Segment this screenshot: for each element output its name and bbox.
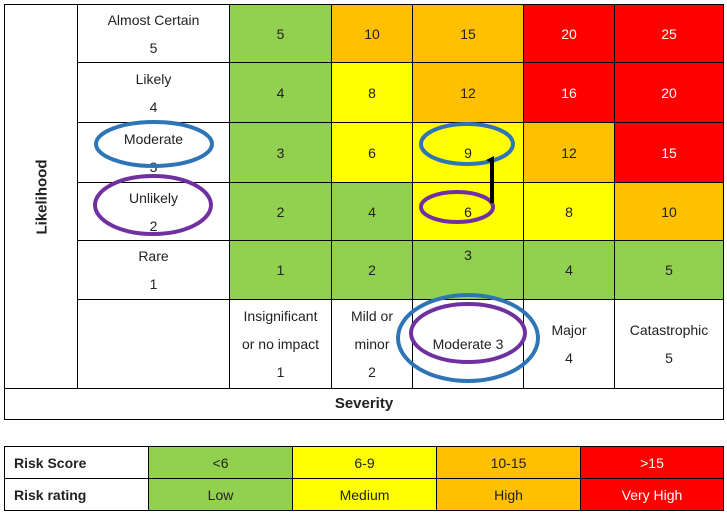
score-cell: 2 [331,240,413,300]
score-cell: 5 [229,4,332,63]
severity-label-moderate: Moderate 3 [412,299,524,389]
score-cell: 5 [614,240,724,300]
legend-score-header: Risk Score [4,446,149,479]
legend-score-very-high: >15 [580,446,724,479]
score-cell: 3 [229,122,332,183]
current-score-cell: 6 [412,182,524,241]
legend-rating-header: Risk rating [4,478,149,511]
score-cell: 25 [614,4,724,63]
severity-label-catastrophic: Catastrophic 5 [614,299,724,389]
severity-axis-label: Severity [4,388,724,420]
legend-rating-very-high: Very High [580,478,724,511]
legend-rating-medium: Medium [292,478,437,511]
score-cell: 2 [229,182,332,241]
score-cell: 12 [412,62,524,123]
score-cell: 15 [412,4,524,63]
legend-rating-low: Low [148,478,293,511]
score-cell: 12 [523,122,615,183]
likelihood-axis-label: Likelihood [33,159,51,235]
score-cell: 3 [412,240,524,300]
score-cell: 8 [331,62,413,123]
severity-label-insignificant: Insignificant or no impact 1 [229,299,332,389]
legend-score-high: 10-15 [436,446,581,479]
score-cell: 10 [331,4,413,63]
score-cell: 8 [523,182,615,241]
score-cell: 4 [229,62,332,123]
score-cell: 16 [523,62,615,123]
likelihood-axis-label-cell: Likelihood [4,4,78,389]
likelihood-label-rare: Rare 1 [77,240,230,300]
score-cell: 1 [229,240,332,300]
legend-rating-high: High [436,478,581,511]
likelihood-label-moderate: Moderate 3 [77,122,230,183]
score-cell: 10 [614,182,724,241]
score-cell: 4 [523,240,615,300]
severity-label-major: Major 4 [523,299,615,389]
target-score-cell: 9 [412,122,524,183]
score-cell: 20 [523,4,615,63]
score-cell: 6 [331,122,413,183]
score-cell: 4 [331,182,413,241]
likelihood-label-almost-certain: Almost Certain 5 [77,4,230,63]
severity-label-mild: Mild or minor 2 [331,299,413,389]
legend-score-low: <6 [148,446,293,479]
likelihood-label-likely: Likely 4 [77,62,230,123]
score-cell: 20 [614,62,724,123]
likelihood-label-unlikely: Unlikely 2 [77,182,230,241]
score-cell: 15 [614,122,724,183]
legend-score-medium: 6-9 [292,446,437,479]
corner-blank-cell [77,299,230,389]
